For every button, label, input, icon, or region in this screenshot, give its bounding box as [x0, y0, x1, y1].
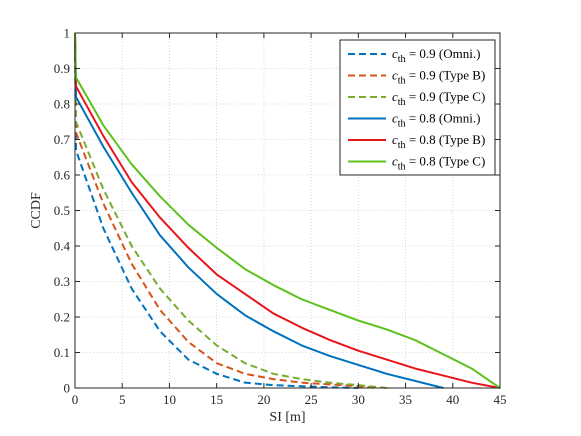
legend-entry-5: cth = 0.8 (Type B) — [392, 132, 485, 151]
series-line-2 — [74, 32, 378, 389]
legend-entry-1: cth = 0.9 (Omni.) — [392, 46, 480, 65]
x-tick-label: 35 — [399, 392, 412, 407]
y-tick-label: 0.5 — [54, 203, 70, 218]
x-axis-label: SI [m] — [269, 410, 305, 425]
legend-var: c — [392, 154, 398, 169]
legend-subscript: th — [398, 162, 406, 173]
x-tick-label: 5 — [119, 392, 126, 407]
legend-entry-3: cth = 0.9 (Type C) — [392, 89, 485, 108]
x-tick-label: 30 — [352, 392, 365, 407]
x-tick-label: 20 — [257, 392, 270, 407]
legend-label: = 0.9 (Omni.) — [406, 46, 481, 61]
y-tick-label: 0.2 — [54, 310, 70, 325]
x-tick-label: 10 — [163, 392, 176, 407]
y-tick-label: 0.9 — [54, 61, 70, 76]
series-line-4 — [74, 32, 444, 389]
legend-subscript: th — [398, 54, 406, 65]
legend-var: c — [392, 68, 398, 83]
legend-label: = 0.8 (Omni.) — [406, 111, 481, 126]
y-tick-label: 0.1 — [54, 345, 70, 360]
y-axis-label: CCDF — [29, 192, 44, 229]
y-tick-label: 0.4 — [54, 239, 71, 254]
legend-label: = 0.8 (Type C) — [406, 154, 486, 169]
legend-label: = 0.9 (Type C) — [406, 89, 486, 104]
x-tick-label: 15 — [210, 392, 223, 407]
legend-var: c — [392, 89, 398, 104]
legend-entry-6: cth = 0.8 (Type C) — [392, 154, 485, 173]
legend-subscript: th — [398, 140, 406, 151]
legend-entry-2: cth = 0.9 (Type B) — [392, 68, 485, 87]
x-tick-label: 25 — [305, 392, 318, 407]
y-tick-label: 0.3 — [54, 274, 70, 289]
legend: cth = 0.9 (Omni.)cth = 0.9 (Type B)cth =… — [339, 39, 496, 176]
x-tick-label: 45 — [494, 392, 507, 407]
x-tick-label: 0 — [72, 392, 79, 407]
legend-var: c — [392, 111, 398, 126]
series-line-6 — [74, 32, 501, 389]
legend-subscript: th — [398, 76, 406, 87]
legend-label: = 0.9 (Type B) — [406, 68, 486, 83]
y-tick-label: 1 — [64, 26, 71, 41]
legend-var: c — [392, 46, 398, 61]
y-tick-label: 0.6 — [54, 168, 71, 183]
y-tick-label: 0 — [64, 381, 71, 396]
axis-ticks: 0 5 10 15 20 25 30 35 40 45 0 0.1 0.2 0.3 0.4 0.5 0.6 0.7… — [54, 26, 507, 408]
legend-subscript: th — [398, 97, 406, 108]
legend-entry-4: cth = 0.8 (Omni.) — [392, 111, 480, 130]
series-line-5 — [74, 32, 501, 389]
legend-subscript: th — [398, 119, 406, 130]
legend-box — [339, 39, 496, 176]
series-line-3 — [74, 32, 387, 389]
legend-var: c — [392, 132, 398, 147]
series-lines — [74, 32, 501, 389]
y-tick-label: 0.8 — [54, 97, 70, 112]
legend-label: = 0.8 (Type B) — [406, 132, 486, 147]
x-tick-label: 40 — [446, 392, 459, 407]
y-tick-label: 0.7 — [54, 132, 71, 147]
